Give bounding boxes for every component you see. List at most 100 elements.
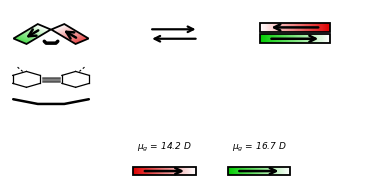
Polygon shape (261, 23, 262, 32)
Polygon shape (14, 38, 28, 43)
Polygon shape (16, 37, 30, 42)
Polygon shape (299, 35, 301, 43)
Polygon shape (284, 35, 285, 43)
Polygon shape (327, 23, 328, 32)
Polygon shape (289, 35, 290, 43)
Polygon shape (259, 167, 260, 175)
Polygon shape (263, 35, 265, 43)
Polygon shape (282, 167, 283, 175)
Polygon shape (326, 35, 327, 43)
Polygon shape (288, 35, 289, 43)
Text: $\mu_g$ = 16.7 D: $\mu_g$ = 16.7 D (232, 141, 286, 154)
Polygon shape (309, 23, 310, 32)
Polygon shape (293, 23, 294, 32)
Polygon shape (75, 38, 88, 44)
Polygon shape (70, 35, 84, 41)
Polygon shape (31, 28, 45, 33)
Polygon shape (34, 26, 48, 32)
Polygon shape (177, 167, 178, 175)
Polygon shape (144, 167, 145, 175)
Polygon shape (67, 34, 81, 40)
Polygon shape (287, 35, 288, 43)
Polygon shape (22, 33, 36, 39)
Polygon shape (54, 26, 68, 32)
Polygon shape (188, 167, 189, 175)
Polygon shape (65, 32, 78, 38)
Polygon shape (289, 23, 290, 32)
Polygon shape (258, 167, 259, 175)
Polygon shape (304, 35, 305, 43)
Polygon shape (61, 30, 75, 36)
Polygon shape (61, 30, 74, 36)
Polygon shape (19, 35, 32, 41)
Polygon shape (273, 167, 274, 175)
Polygon shape (73, 37, 86, 43)
Polygon shape (28, 29, 42, 35)
Polygon shape (133, 167, 134, 175)
Polygon shape (296, 35, 297, 43)
Polygon shape (51, 24, 65, 30)
Polygon shape (68, 34, 81, 40)
Polygon shape (26, 31, 40, 36)
Polygon shape (138, 167, 139, 175)
Polygon shape (191, 167, 192, 175)
Polygon shape (305, 35, 307, 43)
Polygon shape (62, 30, 75, 36)
Polygon shape (254, 167, 255, 175)
Polygon shape (275, 23, 276, 32)
Polygon shape (158, 167, 159, 175)
Polygon shape (55, 26, 68, 32)
Polygon shape (164, 167, 166, 175)
Polygon shape (66, 33, 79, 38)
Polygon shape (145, 167, 146, 175)
Polygon shape (279, 23, 280, 32)
Polygon shape (238, 167, 239, 175)
Polygon shape (60, 29, 73, 35)
Polygon shape (184, 167, 185, 175)
Polygon shape (25, 32, 38, 37)
Polygon shape (325, 35, 326, 43)
Polygon shape (31, 28, 44, 34)
Polygon shape (174, 167, 175, 175)
Polygon shape (287, 167, 288, 175)
Polygon shape (270, 167, 271, 175)
Polygon shape (266, 167, 267, 175)
Polygon shape (18, 36, 31, 41)
Polygon shape (297, 23, 298, 32)
Polygon shape (20, 34, 33, 40)
Polygon shape (267, 167, 268, 175)
Polygon shape (269, 35, 270, 43)
Polygon shape (65, 33, 79, 38)
Polygon shape (29, 29, 43, 34)
Polygon shape (151, 167, 152, 175)
Polygon shape (59, 29, 73, 35)
Polygon shape (26, 31, 39, 37)
Polygon shape (135, 167, 136, 175)
Polygon shape (32, 27, 45, 33)
Polygon shape (52, 24, 65, 30)
Polygon shape (14, 38, 27, 44)
Polygon shape (57, 27, 70, 33)
Polygon shape (186, 167, 187, 175)
Polygon shape (23, 33, 37, 38)
Polygon shape (37, 24, 51, 30)
Polygon shape (75, 38, 88, 44)
Polygon shape (64, 31, 77, 37)
Polygon shape (237, 167, 238, 175)
Polygon shape (324, 23, 325, 32)
Polygon shape (141, 167, 143, 175)
Polygon shape (33, 27, 46, 32)
Polygon shape (27, 30, 41, 36)
Polygon shape (249, 167, 251, 175)
Polygon shape (313, 23, 314, 32)
Polygon shape (160, 167, 161, 175)
Polygon shape (323, 35, 324, 43)
Polygon shape (270, 35, 271, 43)
Polygon shape (316, 35, 317, 43)
Polygon shape (267, 35, 268, 43)
Polygon shape (308, 23, 309, 32)
Polygon shape (62, 31, 76, 36)
Polygon shape (172, 167, 173, 175)
Polygon shape (19, 35, 33, 41)
Polygon shape (262, 35, 263, 43)
